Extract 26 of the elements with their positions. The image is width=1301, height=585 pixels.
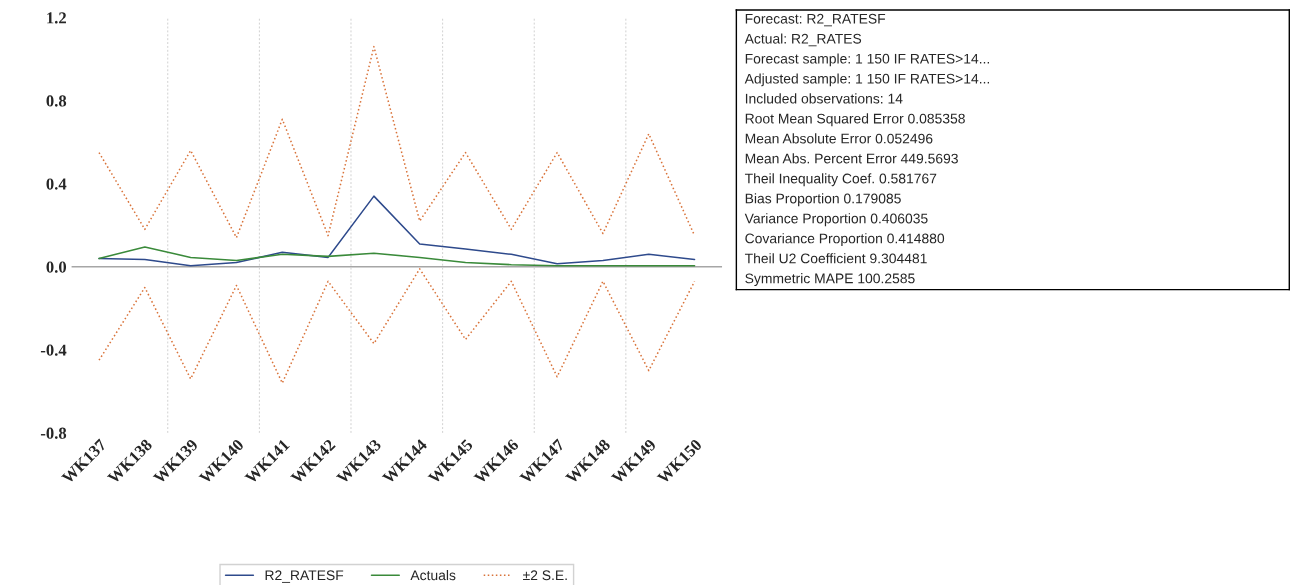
text: Theil Inequality Coef. 0.581767: [744, 173, 937, 187]
text: Variance Proportion 0.406035: [744, 213, 928, 227]
y-tick-label: 0.4: [46, 178, 67, 190]
text: Mean Abs. Percent Error 449.5693: [745, 153, 958, 164]
text: Adjusted sample: 1 150 IF RATES>14...: [744, 73, 990, 87]
text: Symmetric MAPE 100.2585: [745, 273, 915, 287]
text: Actual: R2_RATES: [744, 33, 862, 47]
text: Theil U2 Coefficient 9.304481: [744, 253, 927, 264]
text: Mean Absolute Error 0.052496: [745, 133, 933, 144]
line-series: [98, 268, 696, 384]
text: Included observations: 14: [745, 93, 903, 104]
y-tick-label: 0.8: [46, 95, 67, 107]
legend-label: ±2 S.E.: [523, 570, 567, 581]
legend-label: R2_RATESF: [265, 570, 344, 583]
text: Forecast sample: 1 150 IF RATES>14...: [745, 53, 989, 67]
y-tick-label: 0.0: [46, 261, 67, 273]
y-tick-label: 1.2: [47, 12, 66, 24]
text: Covariance Proportion 0.414880: [745, 233, 945, 247]
text: Root Mean Squared Error 0.085358: [745, 113, 965, 127]
y-tick-label: -0.8: [40, 427, 67, 439]
y-tick-label: -0.4: [40, 344, 67, 356]
line-series: [98, 246, 696, 267]
legend-label: Actuals: [410, 570, 456, 581]
text: Bias Proportion 0.179085: [745, 193, 901, 207]
text: Forecast: R2_RATESF: [745, 13, 886, 27]
line-series: [98, 45, 696, 239]
